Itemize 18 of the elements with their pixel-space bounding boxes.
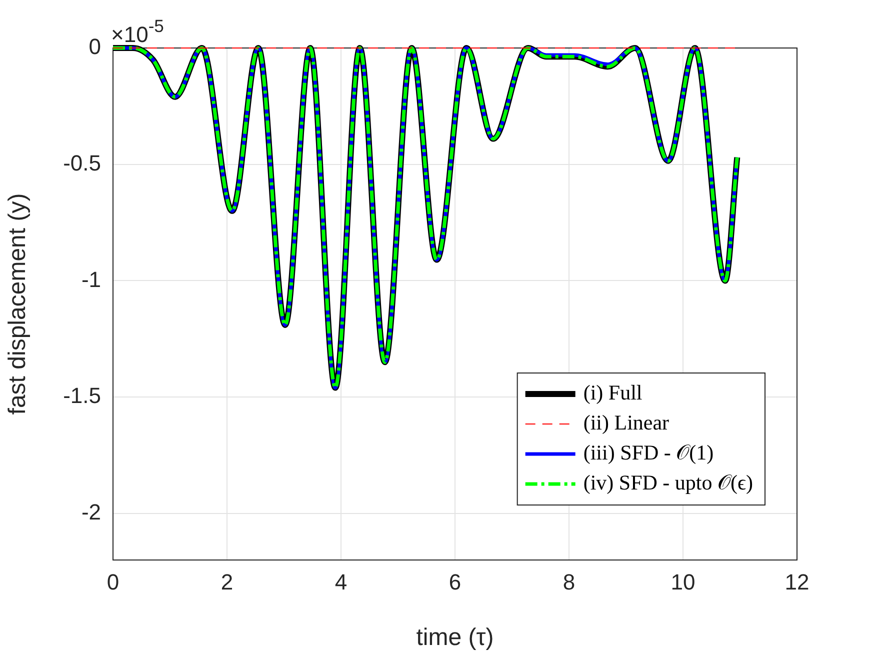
x-tick-label: 0 [106,569,120,594]
legend-label: (iii) SFD - 𝒪(1) [583,440,714,465]
legend-label: (i) Full [583,380,642,405]
x-tick-label: 4 [334,569,348,594]
x-tick-label: 12 [784,569,810,594]
y-axis-title: fast displacement (y) [4,193,32,415]
x-tick-label: 10 [670,569,696,594]
y-tick-label: -1.5 [63,383,101,408]
x-axis-title: time (τ) [416,624,494,652]
x-tick-label: 8 [562,569,576,594]
x-tick-label: 2 [220,569,234,594]
y-tick-label: -2 [81,500,101,525]
legend-label: (iv) SFD - upto 𝒪(ϵ) [583,470,754,495]
legend-label: (ii) Linear [583,410,670,435]
x-tick-label: 6 [448,569,462,594]
y-tick-label: -1 [81,266,101,292]
y-tick-label: -0.5 [63,150,101,176]
y-tick-label: 0 [88,34,101,60]
